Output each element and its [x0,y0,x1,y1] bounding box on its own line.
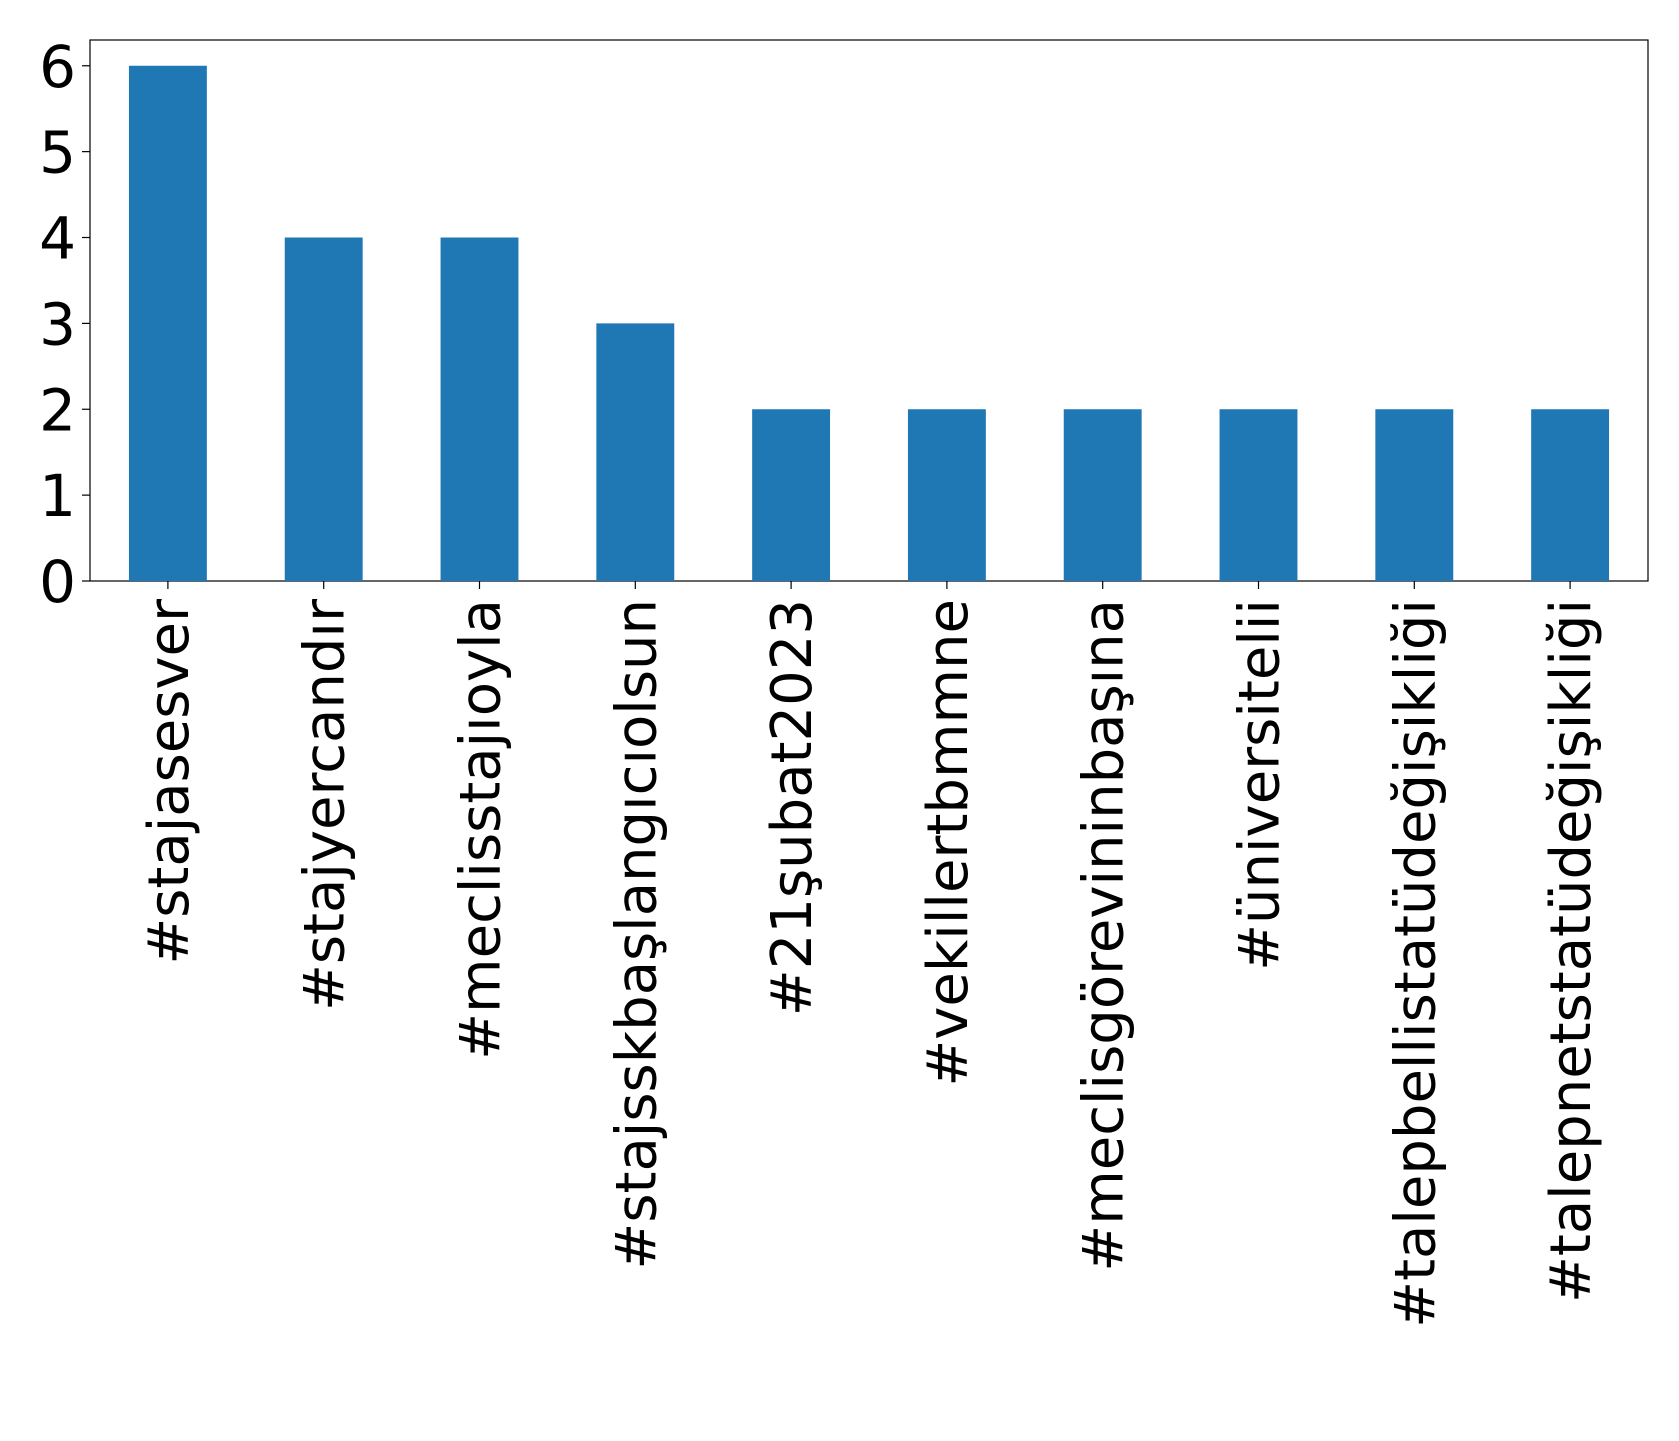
bar [1531,409,1610,581]
x-tick-label: #üniversitelii [1228,599,1293,971]
plot-frame [89,39,1649,582]
x-tick-label: #stajasesver [137,598,202,965]
y-tick-label: 1 [39,462,76,530]
x-tick-label: #meclisstajıoyla [449,599,514,1060]
bar [1063,409,1142,581]
x-tick-label: #meclisgörevininbaşına [1072,599,1137,1272]
x-tick-label: #stajyercandır [293,598,358,1011]
x-tick-label: #talepbellistatüdeğişikliği [1383,599,1448,1328]
x-tick-label: #stajsskbaşlangıcıolsun [604,599,669,1270]
bar [284,237,363,581]
x-tick-label: #talepnetstatüdeğişikliği [1539,599,1604,1303]
bar [1219,409,1298,581]
x-tick-label: #vekillertbmmne [916,599,981,1087]
y-tick-label: 2 [39,376,76,444]
bar [440,237,519,581]
bar [1375,409,1454,581]
y-tick-label: 5 [39,119,76,187]
bar [907,409,986,581]
bar [596,323,675,581]
y-tick-label: 0 [39,548,76,616]
bar [752,409,831,581]
y-tick-label: 4 [39,205,76,273]
x-tick-label: #21şubat2023 [760,599,825,1016]
y-tick-label: 6 [39,33,76,101]
y-tick-label: 3 [39,290,76,358]
bar [128,65,207,581]
